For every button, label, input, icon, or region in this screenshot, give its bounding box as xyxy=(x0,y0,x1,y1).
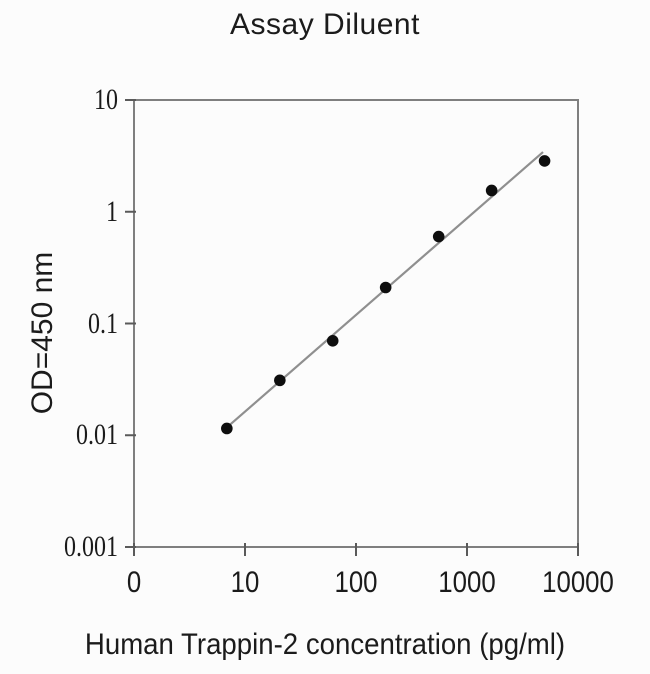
x-tick-label: 1000 xyxy=(438,566,496,599)
y-tick-label: 1 xyxy=(106,194,118,228)
data-point xyxy=(485,184,498,197)
y-tick-label: 0.01 xyxy=(76,418,118,452)
data-points xyxy=(221,155,551,435)
x-axis-label: Human Trappin-2 concentration (pg/ml) xyxy=(84,628,566,661)
x-tick-label: 10 xyxy=(230,566,260,599)
data-point xyxy=(274,374,286,387)
data-point xyxy=(326,335,339,347)
y-tick-label: 0.001 xyxy=(64,530,118,563)
data-point xyxy=(432,230,445,243)
x-tick-label: 100 xyxy=(334,566,378,599)
y-tick-label: 10 xyxy=(94,83,118,116)
data-point xyxy=(538,155,551,167)
axis-tick-marks xyxy=(125,99,579,556)
y-tick-label: 0.1 xyxy=(88,306,118,340)
chart-title: Assay Diluent xyxy=(230,8,420,41)
x-tick-label: 0 xyxy=(126,566,142,599)
plot-frame xyxy=(133,99,579,548)
plot-frame-rect xyxy=(133,99,579,548)
data-point xyxy=(379,281,392,294)
x-tick-label: 10000 xyxy=(542,566,614,599)
data-point xyxy=(221,422,233,435)
